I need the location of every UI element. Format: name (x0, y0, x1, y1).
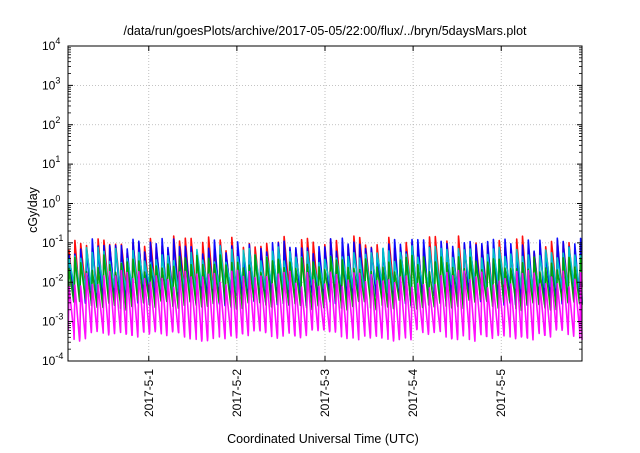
x-tick-label: 2017-5-4 (406, 369, 420, 417)
series-group (67, 235, 583, 342)
y-axis-label: cGy/day (26, 186, 40, 233)
y-tick-label: 10-3 (42, 312, 63, 329)
x-axis: 2017-5-1 2017-5-2 2017-5-3 2017-5-4 2017-5-5 (142, 46, 508, 417)
y-tick-label: 103 (42, 75, 60, 92)
x-tick-label: 2017-5-1 (142, 369, 156, 417)
y-tick-label: 101 (42, 154, 60, 171)
chart-title: /data/run/goesPlots/archive/2017-05-05/2… (123, 24, 527, 38)
y-tick-label: 100 (42, 194, 60, 211)
y-tick-label: 102 (42, 115, 60, 132)
x-tick-label: 2017-5-5 (494, 369, 508, 417)
x-tick-label: 2017-5-2 (230, 369, 244, 417)
y-tick-label: 10-1 (42, 233, 63, 250)
series-line (67, 269, 583, 342)
x-tick-label: 2017-5-3 (318, 369, 332, 417)
y-tick-label: 10-4 (42, 351, 63, 368)
x-axis-label: Coordinated Universal Time (UTC) (227, 432, 419, 446)
y-tick-label: 10-2 (42, 272, 63, 289)
y-tick-label: 104 (42, 36, 60, 53)
